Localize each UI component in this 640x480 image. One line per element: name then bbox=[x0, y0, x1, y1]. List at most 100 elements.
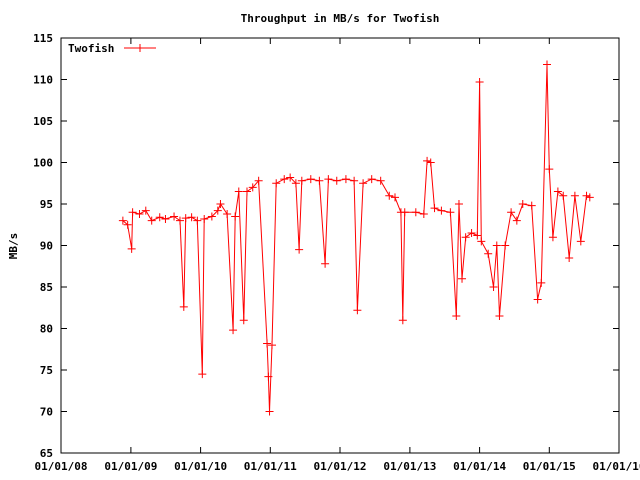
data-point bbox=[332, 176, 341, 185]
data-point bbox=[527, 201, 536, 210]
data-point bbox=[475, 77, 484, 86]
data-point bbox=[234, 187, 243, 196]
data-point bbox=[492, 241, 501, 250]
data-point bbox=[477, 237, 486, 246]
plot-area: 65 70 75 80 85 90 95 100 105 110 115 01/01/08 01/01/… bbox=[33, 32, 640, 473]
data-point bbox=[518, 200, 527, 208]
data-point bbox=[411, 208, 420, 217]
data-point bbox=[489, 283, 498, 291]
data-point bbox=[265, 407, 274, 416]
data-point bbox=[200, 214, 209, 223]
data-point bbox=[367, 175, 376, 184]
data-point bbox=[437, 206, 446, 215]
data-point bbox=[268, 341, 277, 350]
data-point bbox=[553, 187, 562, 196]
data-point bbox=[390, 193, 399, 202]
data-point bbox=[315, 176, 324, 185]
data-point bbox=[376, 176, 385, 185]
data-point bbox=[231, 212, 240, 221]
data-point bbox=[248, 183, 257, 192]
data-point bbox=[181, 214, 190, 223]
data-point bbox=[576, 237, 585, 246]
data-point bbox=[297, 176, 306, 185]
data-point bbox=[341, 175, 350, 184]
data-point bbox=[141, 206, 150, 215]
x-tick-label: 01/01/10 bbox=[174, 460, 227, 473]
data-point bbox=[280, 175, 289, 184]
y-tick-label: 90 bbox=[40, 240, 53, 253]
data-point bbox=[155, 213, 164, 222]
data-point bbox=[473, 231, 482, 240]
data-point bbox=[254, 176, 263, 185]
legend-label-twofish: Twofish bbox=[68, 42, 114, 55]
data-point bbox=[216, 200, 225, 208]
y-tick-label: 95 bbox=[40, 198, 53, 211]
data-point bbox=[263, 339, 272, 348]
data-point bbox=[565, 253, 574, 262]
data-point bbox=[223, 209, 232, 218]
data-point bbox=[461, 233, 470, 242]
x-tick-label: 01/01/15 bbox=[523, 460, 576, 473]
y-tick-label: 115 bbox=[33, 32, 53, 45]
data-point bbox=[170, 212, 179, 221]
data-point bbox=[295, 245, 304, 254]
y-tick-label: 70 bbox=[40, 406, 53, 419]
data-point bbox=[207, 212, 216, 221]
data-point bbox=[291, 179, 300, 188]
data-point bbox=[321, 259, 330, 268]
data-point bbox=[161, 214, 170, 223]
legend: Twofish bbox=[68, 42, 114, 55]
data-point bbox=[385, 191, 394, 200]
data-point bbox=[454, 200, 463, 208]
data-point bbox=[118, 216, 127, 225]
data-point bbox=[179, 302, 188, 311]
data-point bbox=[545, 165, 554, 174]
data-point bbox=[507, 208, 516, 217]
data-point bbox=[419, 209, 428, 218]
x-tick-label: 01/01/12 bbox=[314, 460, 367, 473]
data-point bbox=[559, 191, 568, 200]
data-point bbox=[458, 274, 467, 283]
data-point bbox=[582, 191, 591, 200]
x-tick-label: 01/01/13 bbox=[383, 460, 436, 473]
data-point bbox=[543, 60, 552, 69]
x-tick-label: 01/01/08 bbox=[35, 460, 88, 473]
x-tick-label: 01/01/11 bbox=[244, 460, 297, 473]
y-tick-label: 110 bbox=[33, 74, 53, 87]
data-point bbox=[495, 312, 504, 321]
plot-frame bbox=[60, 37, 620, 454]
x-tick-label: 01/01/14 bbox=[453, 460, 506, 473]
data-point bbox=[324, 175, 333, 184]
data-point bbox=[213, 206, 222, 215]
data-point bbox=[128, 208, 137, 217]
x-tick-label: 01/01/09 bbox=[104, 460, 157, 473]
data-point bbox=[512, 216, 521, 225]
data-point bbox=[198, 370, 207, 379]
data-point bbox=[423, 156, 432, 165]
data-point bbox=[306, 175, 315, 184]
y-tick-label: 85 bbox=[40, 281, 53, 294]
y-tick-label: 65 bbox=[40, 447, 53, 460]
y-tick-label: 80 bbox=[40, 323, 53, 336]
y-tick-label: 105 bbox=[33, 115, 53, 128]
data-point bbox=[272, 179, 281, 188]
data-point bbox=[537, 278, 546, 287]
data-point bbox=[570, 191, 579, 200]
data-point bbox=[175, 216, 184, 225]
data-point bbox=[548, 233, 557, 242]
y-tick-label: 75 bbox=[40, 364, 53, 377]
data-point bbox=[501, 241, 510, 250]
data-point bbox=[359, 179, 368, 188]
data-point bbox=[193, 216, 202, 225]
data-point bbox=[286, 173, 295, 182]
data-point bbox=[400, 208, 409, 217]
data-point bbox=[533, 295, 542, 304]
data-point bbox=[127, 244, 136, 253]
data-point bbox=[229, 326, 238, 335]
y-tick-label: 100 bbox=[33, 157, 53, 170]
series-line-twofish bbox=[122, 64, 591, 412]
data-point bbox=[239, 316, 248, 325]
data-point bbox=[353, 306, 362, 315]
data-point bbox=[264, 372, 273, 381]
